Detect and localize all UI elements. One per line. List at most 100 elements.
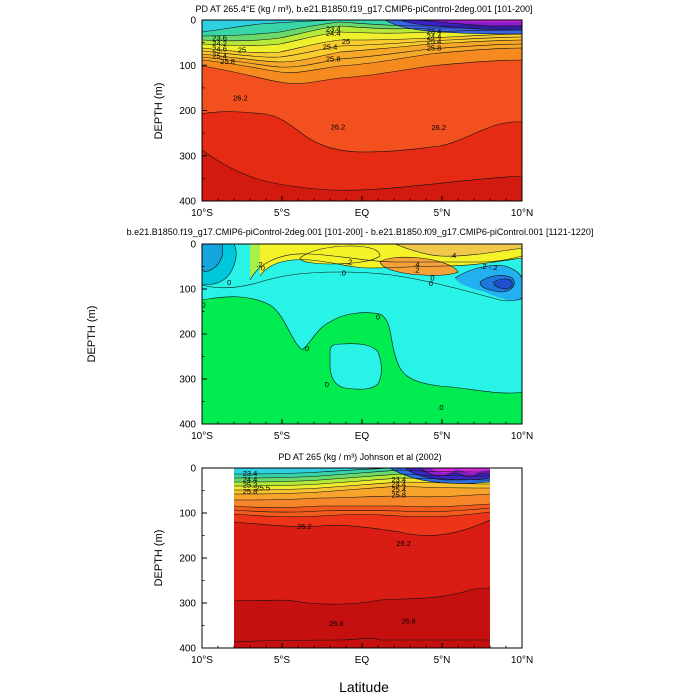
contour-label: 26.2: [396, 539, 411, 548]
contour-label: 0: [261, 263, 265, 272]
x-axis-label: Latitude: [339, 679, 389, 695]
contour-label: 26.6: [401, 617, 416, 626]
contour-label: .0: [340, 268, 346, 277]
panel-3-contour-lines: [234, 468, 490, 643]
panel-1-field: [202, 20, 522, 201]
contour-label: 26.6: [329, 619, 344, 628]
contour-label: 0: [227, 278, 231, 287]
x-tick-label: EQ: [355, 431, 370, 442]
band-0-6-to-0-8: [395, 244, 522, 257]
band-neg-0-2-to-0: [202, 244, 522, 394]
panel-2-ylabel: DEPTH (m): [86, 306, 98, 363]
contour-label: 25.8: [220, 57, 235, 66]
panel-3-title: PD AT 265 (kg / m³) Johnson et al (2002): [278, 452, 441, 462]
y-tick-label: 400: [179, 644, 196, 655]
contour-label: 25.8: [243, 487, 258, 496]
band-neg-0-2-to-0-pocket: [330, 343, 382, 390]
band-23-4: [202, 20, 522, 32]
contour-label: 25.2: [243, 481, 258, 490]
contour-label: -.2: [489, 263, 498, 272]
x-tick-label: 5°S: [274, 655, 291, 666]
y-tick-label: 200: [179, 554, 196, 565]
panel-1-ylabel: DEPTH (m): [153, 83, 165, 140]
panel-3-ylabel: DEPTH (m): [153, 530, 165, 587]
band-23-4: [234, 468, 390, 474]
x-tick-label: 10°S: [191, 208, 213, 219]
y-tick-label: 0: [190, 464, 196, 475]
contour-label: .4: [413, 260, 419, 269]
y-tick-label: 400: [179, 197, 196, 208]
contour-label: 24.4: [427, 32, 442, 41]
panel-1: PD AT 265.4°E (kg / m³), b.e21.B1850.f19…: [153, 4, 533, 219]
panel-2-contour-lines: [202, 244, 522, 394]
x-tick-label: 5°N: [434, 655, 451, 666]
contour-label: .4: [450, 251, 456, 260]
contour-label: .2: [346, 258, 352, 267]
panel-3: PD AT 265 (kg / m³) Johnson et al (2002)…: [153, 452, 533, 666]
contour-label: 23.4: [326, 25, 341, 34]
y-tick-label: 300: [179, 375, 196, 386]
contour-label: .2: [480, 262, 486, 271]
contour-label: 25.8: [326, 54, 341, 63]
y-tick-label: 200: [179, 330, 196, 341]
contour-label: .0: [303, 344, 309, 353]
contour-label: 25.8: [427, 44, 442, 53]
contour-label: 23.4: [243, 469, 258, 478]
contour-label: 26.2: [297, 522, 312, 531]
x-tick-label: EQ: [355, 208, 370, 219]
contour-label: .0: [437, 403, 443, 412]
contour-label: 25.4: [212, 52, 227, 61]
x-tick-label: EQ: [355, 655, 370, 666]
panel-2-field: [202, 244, 522, 424]
x-tick-label: 5°N: [434, 431, 451, 442]
x-tick-label: 10°S: [191, 431, 213, 442]
y-tick-label: 0: [190, 240, 196, 251]
contour-label: 26.2: [233, 93, 248, 102]
panel-3-axes: 10°S 5°S EQ 5°N 10°N 0 100 200 300 400: [179, 464, 533, 667]
contour-label: 25.4: [323, 43, 338, 52]
contour-label: 26.2: [331, 123, 346, 132]
panel-1-contour-labels: 23.624.224.6 2525.425.823.424.42525.425.8…: [212, 25, 446, 133]
contour-label: 26.2: [431, 123, 446, 132]
panel-2: b.e21.B1850.f19_g17.CMIP6-piControl-2deg…: [86, 227, 593, 442]
panel-1-axes: 10°S 5°S EQ 5°N 10°N 0 100 200 300 400: [179, 16, 533, 220]
y-tick-label: 200: [179, 106, 196, 117]
contour-label: 25: [238, 45, 246, 54]
y-tick-label: 0: [190, 16, 196, 27]
contour-label: 25.8: [391, 491, 406, 500]
y-tick-label: 400: [179, 420, 196, 431]
y-tick-label: 100: [179, 509, 196, 520]
panel-2-title: b.e21.B1850.f19_g17.CMIP6-piControl-2deg…: [127, 227, 594, 237]
y-tick-label: 100: [179, 285, 196, 296]
y-tick-label: 300: [179, 599, 196, 610]
band-neg-0-6-jet: [493, 279, 513, 289]
x-tick-label: 5°S: [274, 431, 291, 442]
x-tick-label: 10°N: [511, 431, 533, 442]
contour-label: 0: [325, 380, 329, 389]
contour-label: 24.4: [243, 475, 258, 484]
contour-label: 25.4: [427, 37, 442, 46]
contour-label: 23.6: [212, 34, 227, 43]
contour-label: 23.4: [391, 475, 406, 484]
x-tick-label: 10°N: [511, 655, 533, 666]
x-tick-label: 10°N: [511, 208, 533, 219]
panel-1-contour-lines: [202, 20, 522, 191]
panel-2-axes: 10°S 5°S EQ 5°N 10°N 0 100 200 300 400: [179, 240, 533, 443]
y-tick-label: 300: [179, 151, 196, 162]
x-tick-label: 5°S: [274, 208, 291, 219]
contour-label: 25.4: [391, 485, 406, 494]
panel-3-contour-labels: 23.424.425.225.525.823.424.425.425.826.2…: [243, 469, 416, 628]
contour-label: 25: [342, 37, 350, 46]
contour-label: .2: [413, 266, 419, 275]
contour-label: 23.4: [427, 27, 442, 36]
contour-label: 0: [430, 273, 434, 282]
y-tick-label: 100: [179, 61, 196, 72]
panel-1-title: PD AT 265.4°E (kg / m³), b.e21.B1850.f19…: [196, 4, 533, 14]
contour-label: 25.5: [255, 483, 270, 492]
panel-3-field: [234, 468, 490, 648]
contour-label: 0: [202, 301, 206, 310]
x-tick-label: 10°S: [191, 655, 213, 666]
contour-label: 0: [376, 312, 380, 321]
